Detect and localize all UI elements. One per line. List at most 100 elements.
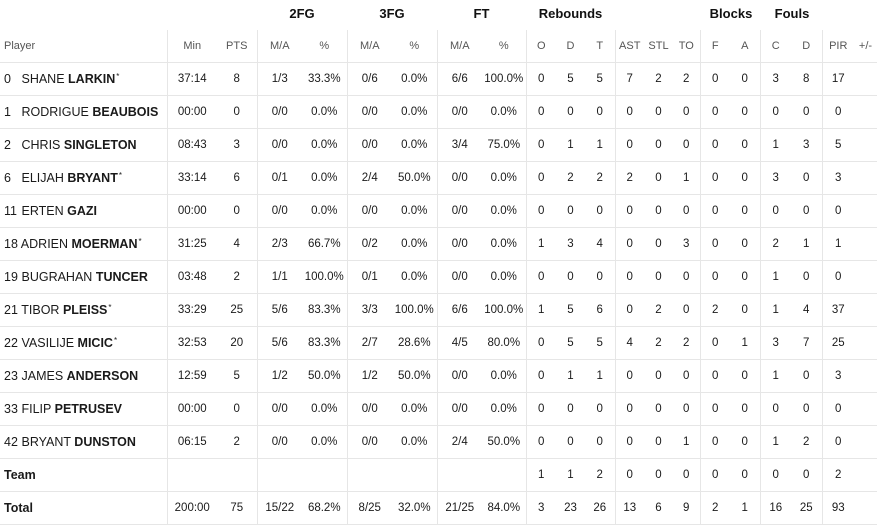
stat-t: 1	[585, 128, 615, 162]
stat-fd: 0	[791, 458, 822, 492]
stat-fg2-ma: 0/0	[256, 95, 302, 129]
player-cell[interactable]: 33 FILIP PETRUSEV	[0, 392, 167, 426]
player-row[interactable]: 22 VASILIJE MICIC* 32:53 20 5/6 83.3% 2/7 28.6…	[0, 326, 877, 360]
player-cell[interactable]: 22 VASILIJE MICIC*	[0, 326, 167, 360]
stat-pm	[854, 128, 877, 162]
stat-pm	[854, 95, 877, 129]
player-row[interactable]: 23 JAMES ANDERSON 12:59 5 1/2 50.0% 1/2 50.0% 0…	[0, 359, 877, 393]
player-row[interactable]: 2 CHRIS SINGLETON 08:43 3 0/0 0.0% 0/0 0.0% 3/4…	[0, 128, 877, 162]
stat-pts: 2	[217, 425, 257, 459]
stat-ast: 0	[614, 227, 644, 261]
stat-pts: 0	[217, 392, 257, 426]
player-row[interactable]: 11 ERTEN GAZI 00:00 0 0/0 0.0% 0/0 0.0% 0/0 0.0%…	[0, 194, 877, 228]
stat-pm	[854, 326, 877, 360]
stat-fd: 0	[791, 359, 822, 393]
stat-pir: 37	[821, 293, 854, 327]
player-cell[interactable]: 11 ERTEN GAZI	[0, 194, 167, 228]
stat-pts: 8	[217, 62, 257, 96]
stat-fg3-ma: 8/25	[346, 491, 392, 525]
stat-ba: 1	[730, 491, 760, 525]
player-row[interactable]: 1 RODRIGUE BEAUBOIS 00:00 0 0/0 0.0% 0/0 0.0% 0…	[0, 95, 877, 129]
stat-fg3-pct: 0.0%	[392, 194, 437, 228]
player-row[interactable]: 18 ADRIEN MOERMAN* 31:25 4 2/3 66.7% 0/2 0.0% 0…	[0, 227, 877, 261]
player-first-name: ELIJAH	[21, 171, 64, 185]
boxscore-body: 0 SHANE LARKIN* 37:14 8 1/3 33.3% 0/6 0.0% 6/6 1…	[0, 62, 877, 525]
player-row[interactable]: 0 SHANE LARKIN* 37:14 8 1/3 33.3% 0/6 0.0% 6/6 1…	[0, 62, 877, 96]
stat-ba: 0	[730, 62, 760, 96]
stat-to: 0	[673, 260, 700, 294]
stat-o: 0	[525, 95, 556, 129]
stat-ba: 0	[730, 359, 760, 393]
stat-min: 03:48	[166, 260, 217, 294]
player-cell[interactable]: 19 BUGRAHAN TUNCER	[0, 260, 167, 294]
stat-ft-ma: 0/0	[436, 161, 482, 195]
player-cell[interactable]: 0 SHANE LARKIN*	[0, 62, 167, 96]
player-row[interactable]: 42 BRYANT DUNSTON 06:15 2 0/0 0.0% 0/0 0.0% 2/4…	[0, 425, 877, 459]
col-fouls-d: D	[791, 30, 822, 63]
stat-bf: 0	[699, 194, 730, 228]
player-cell[interactable]: 6 ELIJAH BRYANT*	[0, 161, 167, 195]
stat-min: 33:29	[166, 293, 217, 327]
player-cell[interactable]: 23 JAMES ANDERSON	[0, 359, 167, 393]
stat-fc: 1	[759, 425, 791, 459]
stat-o: 0	[525, 326, 556, 360]
stat-pir: 0	[821, 95, 854, 129]
stat-to: 0	[673, 359, 700, 393]
stat-fg3-ma: 0/0	[346, 425, 392, 459]
player-number: 2	[4, 138, 11, 152]
player-row[interactable]: 33 FILIP PETRUSEV 00:00 0 0/0 0.0% 0/0 0.0% 0/0…	[0, 392, 877, 426]
player-cell[interactable]: 18 ADRIEN MOERMAN*	[0, 227, 167, 261]
stat-pts: 3	[217, 128, 257, 162]
stat-fg2-ma	[256, 458, 302, 492]
stat-d: 1	[556, 458, 585, 492]
group-rebounds: Rebounds	[538, 6, 603, 21]
player-row[interactable]: 19 BUGRAHAN TUNCER 03:48 2 1/1 100.0% 0/1 0.0%…	[0, 260, 877, 294]
boxscore: 2FG 3FG FT Rebounds Blocks Fouls Player …	[0, 6, 877, 525]
stat-fg3-pct: 100.0%	[392, 293, 437, 327]
player-row[interactable]: 6 ELIJAH BRYANT* 33:14 6 0/1 0.0% 2/4 50.0% 0/0…	[0, 161, 877, 195]
player-number: 1	[4, 105, 11, 119]
col-blocks-f: F	[699, 30, 730, 63]
team-label: Team	[0, 458, 167, 492]
stat-bf: 0	[699, 161, 730, 195]
stat-bf: 2	[699, 293, 730, 327]
stat-fg3-pct: 50.0%	[392, 161, 437, 195]
starter-marker: *	[138, 237, 142, 246]
stat-t: 0	[585, 194, 615, 228]
player-row[interactable]: 21 TIBOR PLEISS* 33:29 25 5/6 83.3% 3/3 100.0%…	[0, 293, 877, 327]
col-2fg-pct: %	[302, 30, 347, 63]
stat-fg3-ma: 1/2	[346, 359, 392, 393]
stat-d: 23	[556, 491, 585, 525]
stat-ast: 0	[614, 425, 644, 459]
stat-fg2-pct: 50.0%	[302, 359, 347, 393]
stat-o: 0	[525, 359, 556, 393]
stat-fc: 0	[759, 95, 791, 129]
stat-fg2-pct: 0.0%	[302, 194, 347, 228]
stat-o: 3	[525, 491, 556, 525]
player-first-name: ERTEN	[21, 204, 64, 218]
stat-fd: 0	[791, 161, 822, 195]
player-number: 21	[4, 303, 18, 317]
stat-fg3-ma: 2/4	[346, 161, 392, 195]
player-cell[interactable]: 21 TIBOR PLEISS*	[0, 293, 167, 327]
col-to: TO	[673, 30, 700, 63]
team-row: Team 1 1 2 0 0 0 0 0 0 0 2	[0, 458, 877, 492]
stat-pm	[854, 227, 877, 261]
player-cell[interactable]: 2 CHRIS SINGLETON	[0, 128, 167, 162]
player-cell[interactable]: 1 RODRIGUE BEAUBOIS	[0, 95, 167, 129]
stat-pts: 6	[217, 161, 257, 195]
stat-ba: 0	[730, 194, 760, 228]
stat-ft-pct: 0.0%	[482, 194, 526, 228]
player-cell[interactable]: 42 BRYANT DUNSTON	[0, 425, 167, 459]
stat-fc: 0	[759, 194, 791, 228]
stat-o: 0	[525, 161, 556, 195]
stat-ft-ma: 0/0	[436, 194, 482, 228]
player-first-name: RODRIGUE	[21, 105, 89, 119]
stat-ast: 0	[614, 458, 644, 492]
stat-t: 5	[585, 326, 615, 360]
stat-fg3-pct	[392, 458, 437, 492]
stat-fg3-pct: 32.0%	[392, 491, 437, 525]
stat-min: 00:00	[166, 194, 217, 228]
stat-min: 37:14	[166, 62, 217, 96]
stat-ast: 0	[614, 392, 644, 426]
